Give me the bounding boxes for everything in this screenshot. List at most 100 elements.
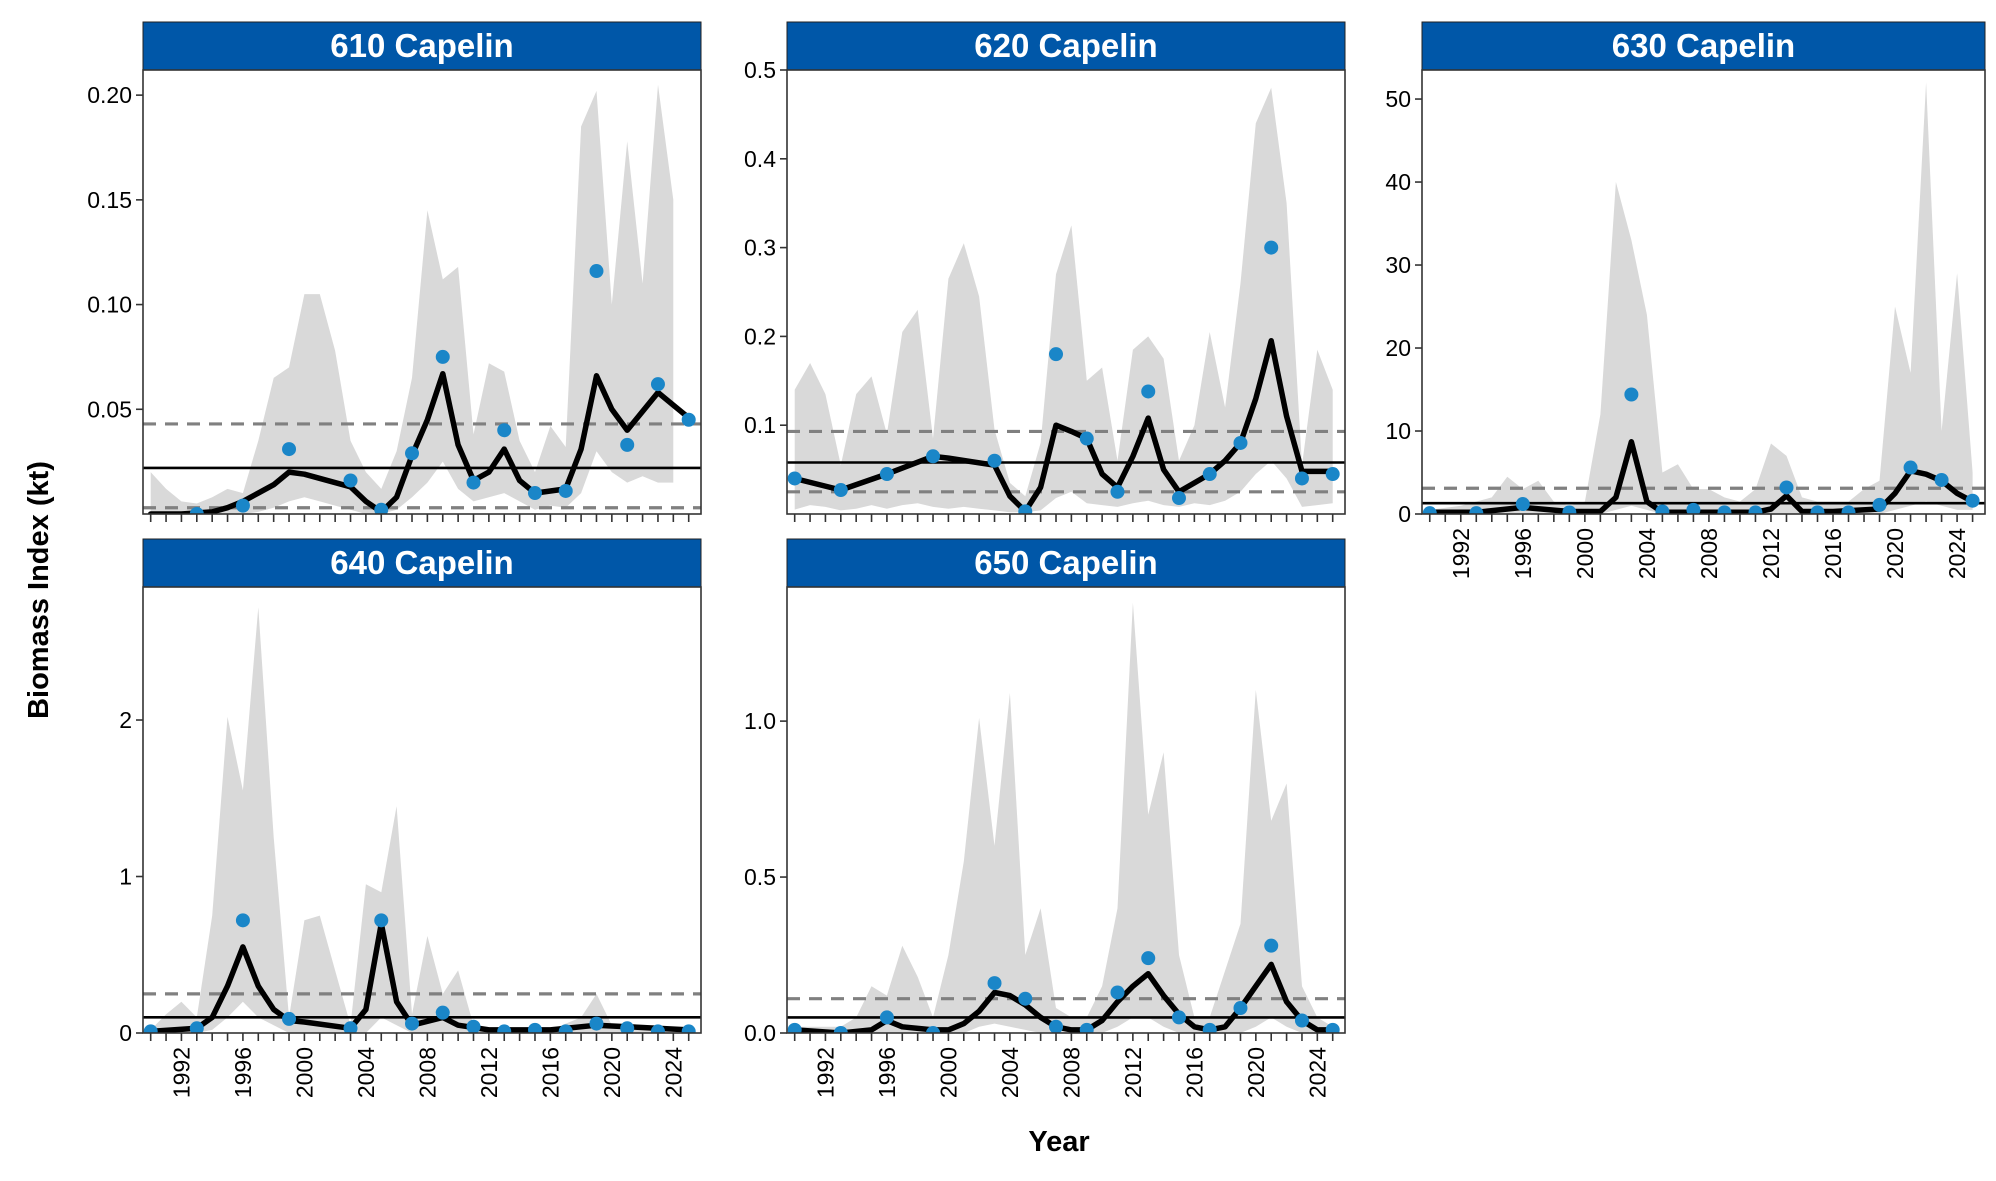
data-point-2019 [589,264,604,279]
panel-border [786,586,1346,1034]
confidence-band [794,87,1333,513]
panel-title: 620 Capelin [974,27,1157,64]
x-axis-title: Year [1028,1126,1089,1158]
data-point-2017 [1202,1022,1217,1033]
data-point-2015 [527,1022,542,1033]
data-point-2025 [1965,493,1980,508]
x-tick-label: 2004 [1634,528,1660,579]
x-tick-label: 2008 [1696,528,1722,579]
data-point-2023 [650,1024,665,1033]
confidence-band [1429,82,1973,514]
data-point-2021 [620,1021,635,1033]
panel-border [142,69,702,515]
data-point-2025 [681,1024,696,1033]
panel-border [1421,69,1986,515]
data-point-2019 [1233,435,1248,450]
x-tick-label: 2012 [476,1047,502,1098]
x-tick-label: 1996 [1510,528,1536,579]
y-tick-label: 30 [1385,252,1411,278]
y-tick-label: 0.20 [87,82,132,108]
data-point-2023 [650,377,665,392]
data-point-2005 [1655,504,1670,514]
data-point-2025 [1325,1022,1340,1033]
y-tick-label: 0.5 [744,57,776,83]
data-point-1999 [1562,505,1577,514]
y-tick-label: 0.0 [744,1020,776,1046]
data-point-1996 [879,1010,894,1025]
x-tick-label: 2016 [1820,528,1846,579]
data-point-2013 [1779,480,1794,495]
data-point-2015 [527,486,542,501]
x-tick-label: 2008 [414,1047,440,1098]
y-tick-label: 40 [1385,169,1411,195]
x-tick-label: 1992 [812,1047,838,1098]
panel-1: 610 Capelin 0.05 0.10 0.15 0.20 [87,21,702,522]
y-tick-label: 0.3 [744,235,776,261]
data-point-2017 [1841,505,1856,514]
data-point-1996 [235,913,250,928]
data-point-1996 [1515,497,1530,512]
data-point-2013 [1141,951,1156,966]
x-tick-label: 2024 [660,1047,686,1098]
data-point-2003 [1624,387,1639,402]
y-tick-label: 1 [119,864,132,890]
panel-plot-area [1422,82,1985,514]
x-tick-label: 2020 [1882,528,1908,579]
data-point-1993 [189,1021,204,1033]
x-tick-label: 2008 [1058,1047,1084,1098]
data-point-1990 [787,471,802,486]
data-point-1993 [833,483,848,498]
data-point-2009 [435,349,450,364]
data-point-2003 [987,976,1002,991]
data-point-2011 [466,475,481,490]
panel-title: 650 Capelin [974,544,1157,581]
data-point-2017 [558,1024,573,1033]
y-tick-label: 0.2 [744,323,776,349]
y-tick-label: 0.05 [87,396,132,422]
panel-2: 620 Capelin 0.1 0.2 0.3 0.4 0.5 [744,21,1346,522]
panel-strip [142,21,702,71]
data-point-2019 [1233,1001,1248,1016]
panel-title: 630 Capelin [1612,27,1795,64]
y-tick-label: 0 [119,1020,132,1046]
y-tick-label: 0.5 [744,864,776,890]
data-point-2003 [987,453,1002,468]
data-point-2023 [1294,1013,1309,1028]
x-tick-label: 2004 [997,1047,1023,1098]
x-tick-label: 2004 [353,1047,379,1098]
y-tick-label: 2 [119,707,132,733]
data-point-2007 [405,1016,420,1031]
y-tick-label: 10 [1385,418,1411,444]
data-point-1993 [833,1026,848,1033]
data-point-2021 [620,437,635,452]
data-point-2009 [435,1005,450,1020]
data-point-2021 [1264,240,1279,255]
data-point-1999 [926,449,941,464]
fitted-line [147,370,692,514]
data-point-2005 [1018,504,1033,514]
data-point-2005 [374,502,389,514]
data-point-2009 [1079,1022,1094,1033]
panel-strip [786,538,1346,588]
x-tick-label: 1996 [230,1047,256,1098]
data-point-2013 [497,423,512,438]
data-point-2011 [1110,484,1125,499]
data-point-2007 [1049,1019,1064,1033]
data-point-2011 [1748,505,1763,514]
y-tick-label: 0.15 [87,187,132,213]
y-tick-label: 0 [1398,501,1411,527]
data-point-2019 [1872,497,1887,512]
x-tick-label: 2016 [1181,1047,1207,1098]
x-tick-label: 2012 [1758,528,1784,579]
data-point-2017 [558,483,573,498]
data-point-2015 [1171,1010,1186,1025]
data-point-1990 [787,1022,802,1033]
data-point-1996 [879,467,894,482]
data-point-2009 [1717,505,1732,514]
panel-strip [1421,21,1986,71]
panel-title: 640 Capelin [330,544,513,581]
x-tick-label: 2024 [1944,528,1970,579]
data-point-2007 [1049,347,1064,362]
data-point-2025 [681,412,696,427]
